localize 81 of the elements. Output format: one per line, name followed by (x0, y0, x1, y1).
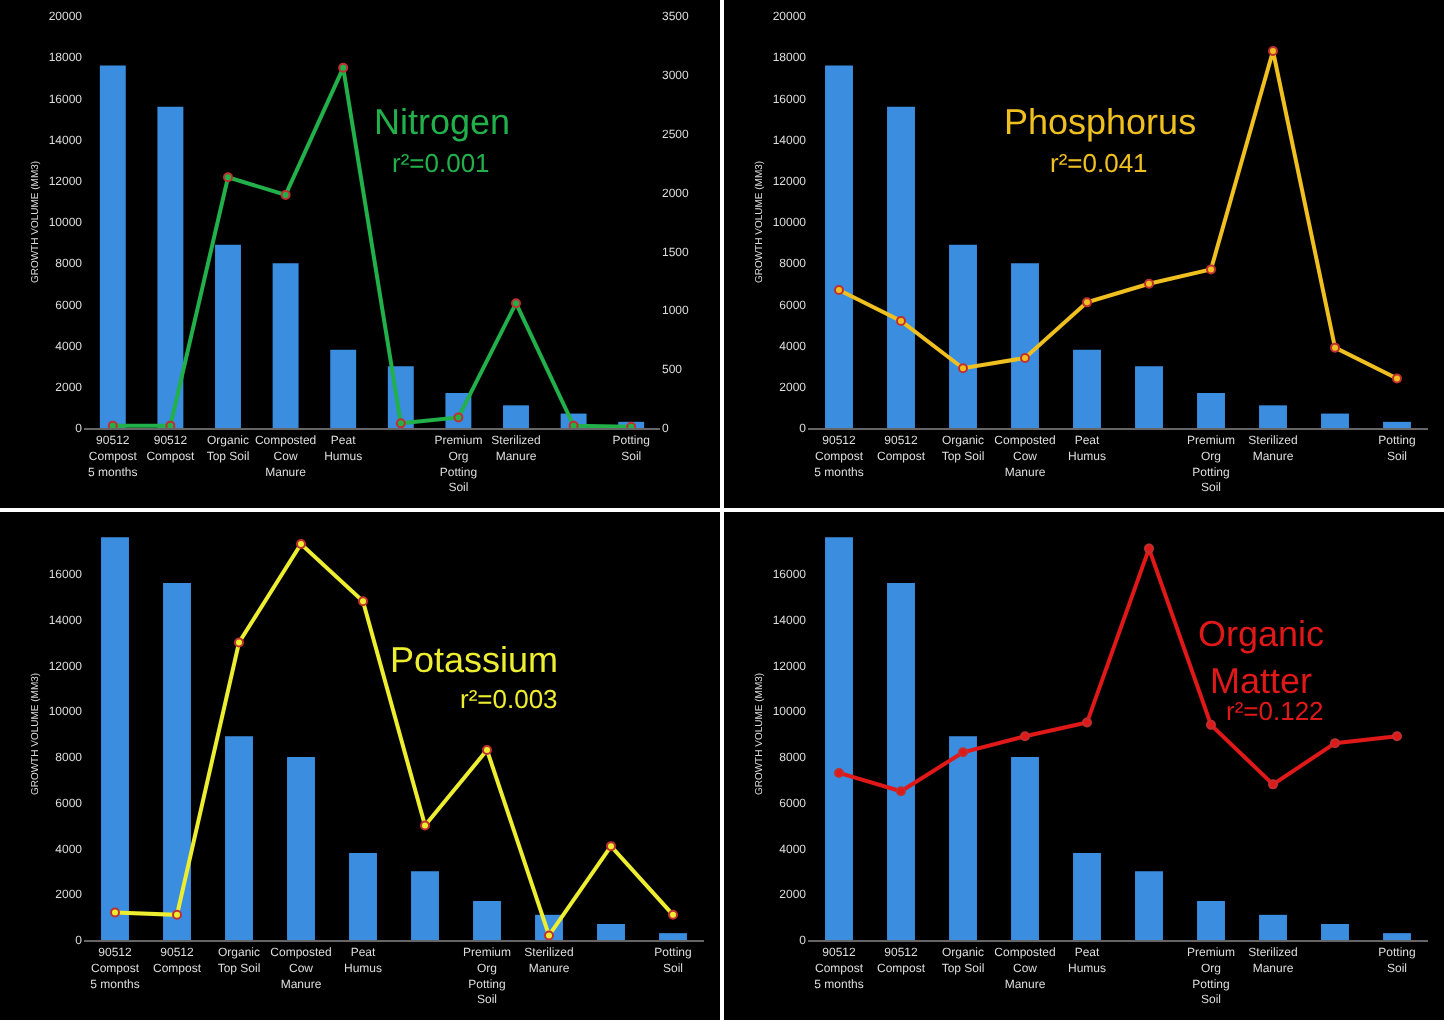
point (1144, 543, 1154, 554)
point (834, 284, 844, 295)
point (1082, 297, 1092, 308)
bar (99, 65, 126, 428)
point (1268, 46, 1278, 57)
point (338, 62, 349, 73)
bar (825, 537, 853, 940)
bar (949, 244, 977, 428)
point (958, 747, 968, 758)
bar (287, 756, 315, 940)
point (107, 420, 118, 428)
point (1082, 717, 1092, 728)
bar (101, 537, 129, 940)
bar (225, 736, 253, 940)
bar (1135, 366, 1163, 428)
series-label: Nitrogen (374, 102, 511, 142)
series-label: Phosphorus (1004, 102, 1197, 142)
bar (503, 405, 529, 428)
series-label: Potassium (390, 640, 559, 680)
annotation: r²=0.001 (392, 148, 490, 178)
point (453, 412, 464, 423)
bar (1383, 421, 1411, 428)
point (420, 820, 430, 831)
bar (157, 106, 184, 428)
bar (1073, 349, 1101, 428)
point (1330, 342, 1340, 353)
point (606, 841, 616, 852)
point (896, 315, 906, 326)
bar (1197, 901, 1225, 940)
point (1206, 264, 1216, 275)
point (296, 539, 306, 550)
bar (411, 871, 439, 940)
point (834, 767, 844, 778)
point (668, 909, 678, 920)
bar (1073, 853, 1101, 940)
bar (597, 923, 625, 940)
point (1020, 352, 1030, 363)
point (896, 786, 906, 797)
point (165, 420, 176, 428)
series-label: Organic Matter (1198, 614, 1325, 701)
point (358, 596, 368, 607)
point (1392, 373, 1402, 384)
bar (215, 244, 241, 428)
point (1020, 731, 1030, 742)
bar (887, 582, 915, 940)
point (223, 172, 233, 183)
annotation: r²=0.041 (1050, 148, 1148, 178)
point (544, 930, 554, 940)
bar (349, 853, 377, 940)
bar (1259, 914, 1287, 940)
point (172, 909, 182, 920)
bar (1197, 392, 1225, 428)
bar (1135, 871, 1163, 940)
point (1206, 719, 1216, 730)
point (511, 298, 521, 309)
bar (659, 933, 687, 940)
bar (949, 736, 977, 940)
bar (825, 65, 853, 428)
bar (272, 263, 299, 428)
bar (1321, 923, 1349, 940)
annotation: r²=0.003 (460, 684, 558, 714)
point (1144, 278, 1154, 289)
bar (1011, 263, 1039, 428)
bar (1259, 405, 1287, 428)
bar (163, 582, 191, 940)
bar (887, 106, 915, 428)
point (395, 418, 406, 428)
point (1330, 738, 1340, 749)
annotation: r²=0.122 (1226, 696, 1324, 726)
bar (1383, 933, 1411, 940)
bar (1011, 756, 1039, 940)
point (280, 189, 291, 200)
point (110, 907, 120, 918)
point (1392, 731, 1402, 742)
point (482, 745, 492, 756)
bar (1321, 413, 1349, 428)
point (958, 363, 968, 374)
bar (473, 901, 501, 940)
point (1268, 779, 1278, 790)
bar (330, 349, 357, 428)
point (234, 637, 244, 648)
